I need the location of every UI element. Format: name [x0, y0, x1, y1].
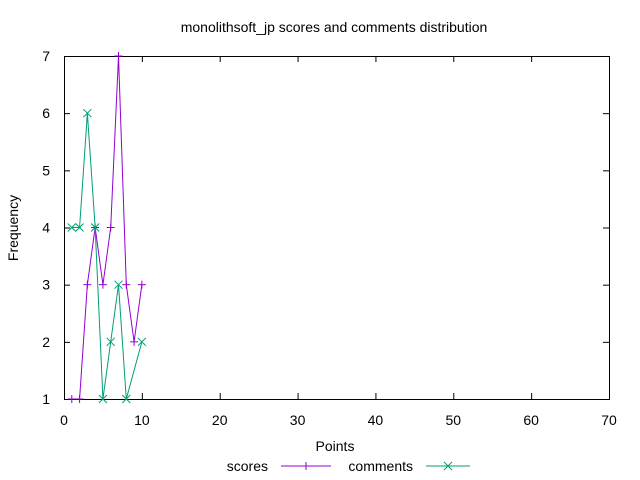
x-tick-label: 10 [134, 412, 150, 428]
data-point-comments [67, 223, 77, 232]
data-point-scores [137, 280, 146, 289]
data-point-comments [83, 108, 92, 118]
data-point-scores [114, 52, 123, 60]
data-point-comments [106, 337, 116, 347]
y-tick-label: 6 [42, 105, 50, 121]
legend-label: scores [227, 458, 268, 474]
x-axis: 0 10 20 30 40 50 60 70 [60, 56, 617, 428]
data-point-scores [106, 223, 115, 232]
legend: scores comments [227, 458, 470, 474]
legend-marker [443, 461, 453, 471]
legend-item-comments: comments [348, 458, 470, 474]
y-tick-label: 4 [42, 220, 50, 236]
data-point-scores [67, 395, 76, 403]
data-point-comments [98, 394, 108, 404]
data-point-scores [98, 280, 107, 289]
y-axis-label: Frequency [5, 195, 21, 261]
x-tick-label: 40 [368, 412, 384, 428]
x-tick-label: 70 [601, 412, 617, 428]
y-tick-label: 5 [42, 162, 50, 178]
legend-label: comments [348, 458, 413, 474]
x-axis-label: Points [316, 438, 355, 454]
plot-frame [64, 56, 610, 400]
series-layer [67, 52, 147, 404]
y-tick-label: 2 [42, 334, 50, 350]
x-tick-label: 20 [212, 412, 228, 428]
series-line-scores [71, 55, 143, 400]
y-axis: 1 2 3 4 5 6 7 [42, 48, 609, 407]
y-tick-label: 7 [42, 48, 50, 64]
legend-item-scores: scores [227, 458, 331, 474]
data-point-comments [90, 223, 100, 232]
series-comments [67, 108, 147, 404]
data-point-scores [122, 280, 131, 289]
y-tick-label: 1 [42, 391, 50, 407]
chart-title: monolithsoft_jp scores and comments dist… [181, 19, 488, 35]
x-tick-label: 60 [523, 412, 539, 428]
x-tick-label: 30 [290, 412, 306, 428]
data-point-comments [137, 337, 147, 347]
x-tick-label: 0 [60, 412, 68, 428]
legend-marker [302, 462, 310, 470]
data-point-comments [75, 223, 84, 232]
data-point-comments [114, 280, 123, 290]
data-point-scores [83, 280, 92, 289]
data-point-scores [130, 337, 139, 346]
x-tick-label: 50 [445, 412, 461, 428]
data-point-comments [121, 394, 131, 404]
data-point-scores [75, 395, 84, 403]
y-tick-label: 3 [42, 277, 50, 293]
